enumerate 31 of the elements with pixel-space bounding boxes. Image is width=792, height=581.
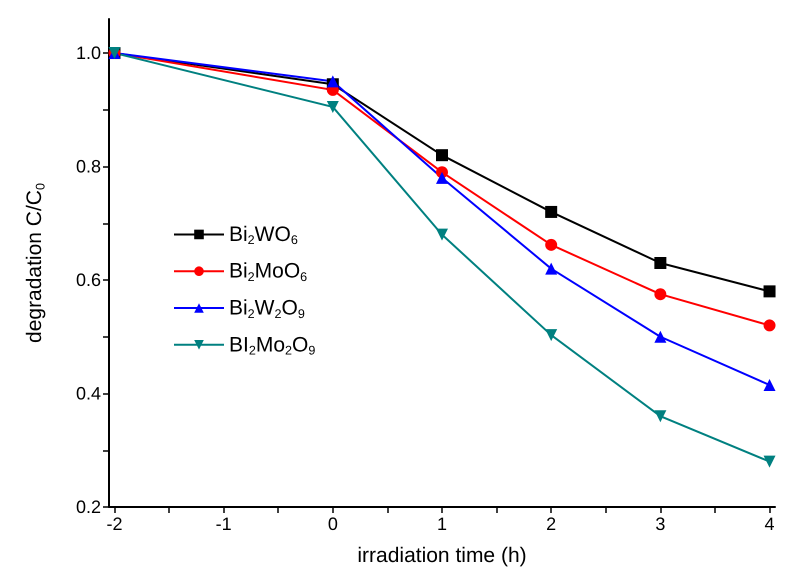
y-tick-label: 0.8 bbox=[76, 156, 101, 177]
point bbox=[654, 257, 666, 269]
x-tick-label: 2 bbox=[546, 514, 556, 534]
point bbox=[326, 75, 339, 88]
y-tick-label: 0.6 bbox=[76, 270, 101, 290]
y-tick-label: 0.2 bbox=[76, 497, 101, 517]
x-tick-label: 0 bbox=[328, 514, 338, 534]
point bbox=[326, 100, 339, 113]
x-tick-label: -2 bbox=[106, 514, 122, 534]
point bbox=[764, 319, 776, 332]
y-tick-label: 1.0 bbox=[76, 43, 101, 64]
point bbox=[654, 288, 666, 300]
x-tick-label: 4 bbox=[764, 514, 775, 534]
y-axis-title: degradation C/C0 bbox=[23, 183, 48, 343]
point bbox=[436, 172, 448, 184]
x-tick-label: 3 bbox=[655, 514, 666, 534]
point bbox=[436, 149, 448, 162]
point bbox=[654, 410, 666, 422]
point bbox=[545, 329, 558, 342]
point bbox=[764, 285, 776, 298]
x-tick-label: -1 bbox=[216, 514, 232, 534]
point bbox=[764, 379, 776, 391]
x-tick-label: 1 bbox=[436, 514, 448, 534]
point bbox=[545, 262, 558, 275]
y-tick-label: 0.4 bbox=[76, 384, 101, 404]
point bbox=[436, 228, 448, 241]
point bbox=[545, 206, 558, 218]
point bbox=[545, 238, 558, 251]
point bbox=[764, 456, 776, 468]
point bbox=[654, 330, 666, 343]
x-axis-title: irradiation time (h) bbox=[357, 544, 527, 567]
